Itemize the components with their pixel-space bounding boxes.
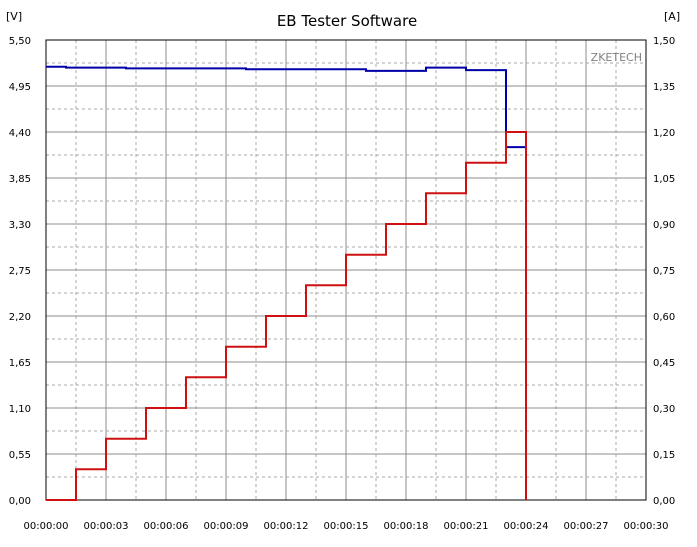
- x-tick-label: 00:00:24: [504, 521, 549, 532]
- y-right-tick-label: 0,90: [653, 220, 675, 231]
- y-right-tick-label: 1,35: [653, 82, 675, 93]
- y-left-tick-label: 2,75: [9, 266, 31, 277]
- left-axis-unit: [V]: [6, 10, 22, 23]
- tick-labels: 00:00:00 00:00:03 00:00:06 00:00:09 00:00:12…: [9, 36, 676, 532]
- x-tick-label: 00:00:30: [624, 521, 669, 532]
- y-left-tick-label: 5,50: [9, 36, 31, 47]
- x-tick-label: 00:00:27: [564, 521, 609, 532]
- y-right-tick-label: 0,30: [653, 404, 675, 415]
- x-tick-label: 00:00:00: [24, 521, 69, 532]
- x-tick-label: 00:00:09: [204, 521, 249, 532]
- series-group: [46, 65, 527, 501]
- voltage-series-line: [46, 65, 527, 500]
- y-left-tick-label: 0,55: [9, 450, 31, 461]
- y-right-tick-label: 0,15: [653, 450, 675, 461]
- y-left-tick-label: 4,40: [9, 128, 31, 139]
- y-right-tick-label: 0,00: [653, 496, 675, 507]
- y-left-tick-label: 2,20: [9, 312, 31, 323]
- plot-frame: [45, 39, 647, 501]
- x-tick-label: 00:00:15: [324, 521, 369, 532]
- x-tick-label: 00:00:12: [264, 521, 309, 532]
- y-left-tick-label: 3,30: [9, 220, 31, 231]
- chart-title: EB Tester Software: [277, 12, 417, 30]
- y-left-tick-label: 0,00: [9, 496, 31, 507]
- y-right-tick-label: 1,05: [653, 174, 675, 185]
- current-series-line: [46, 131, 527, 501]
- x-tick-label: 00:00:06: [144, 521, 189, 532]
- y-left-tick-label: 3,85: [9, 174, 31, 185]
- y-right-tick-label: 1,50: [653, 36, 675, 47]
- y-left-tick-label: 1,10: [9, 404, 31, 415]
- y-right-tick-label: 1,20: [653, 128, 675, 139]
- y-right-tick-label: 0,45: [653, 358, 675, 369]
- right-axis-unit: [A]: [664, 10, 680, 23]
- y-right-tick-label: 0,60: [653, 312, 675, 323]
- x-tick-label: 00:00:03: [84, 521, 129, 532]
- watermark: ZKETECH: [591, 51, 642, 64]
- y-left-tick-label: 1,65: [9, 358, 31, 369]
- x-tick-label: 00:00:18: [384, 521, 429, 532]
- y-left-tick-label: 4,95: [9, 82, 31, 93]
- y-right-tick-label: 0,75: [653, 266, 675, 277]
- x-tick-label: 00:00:21: [444, 521, 489, 532]
